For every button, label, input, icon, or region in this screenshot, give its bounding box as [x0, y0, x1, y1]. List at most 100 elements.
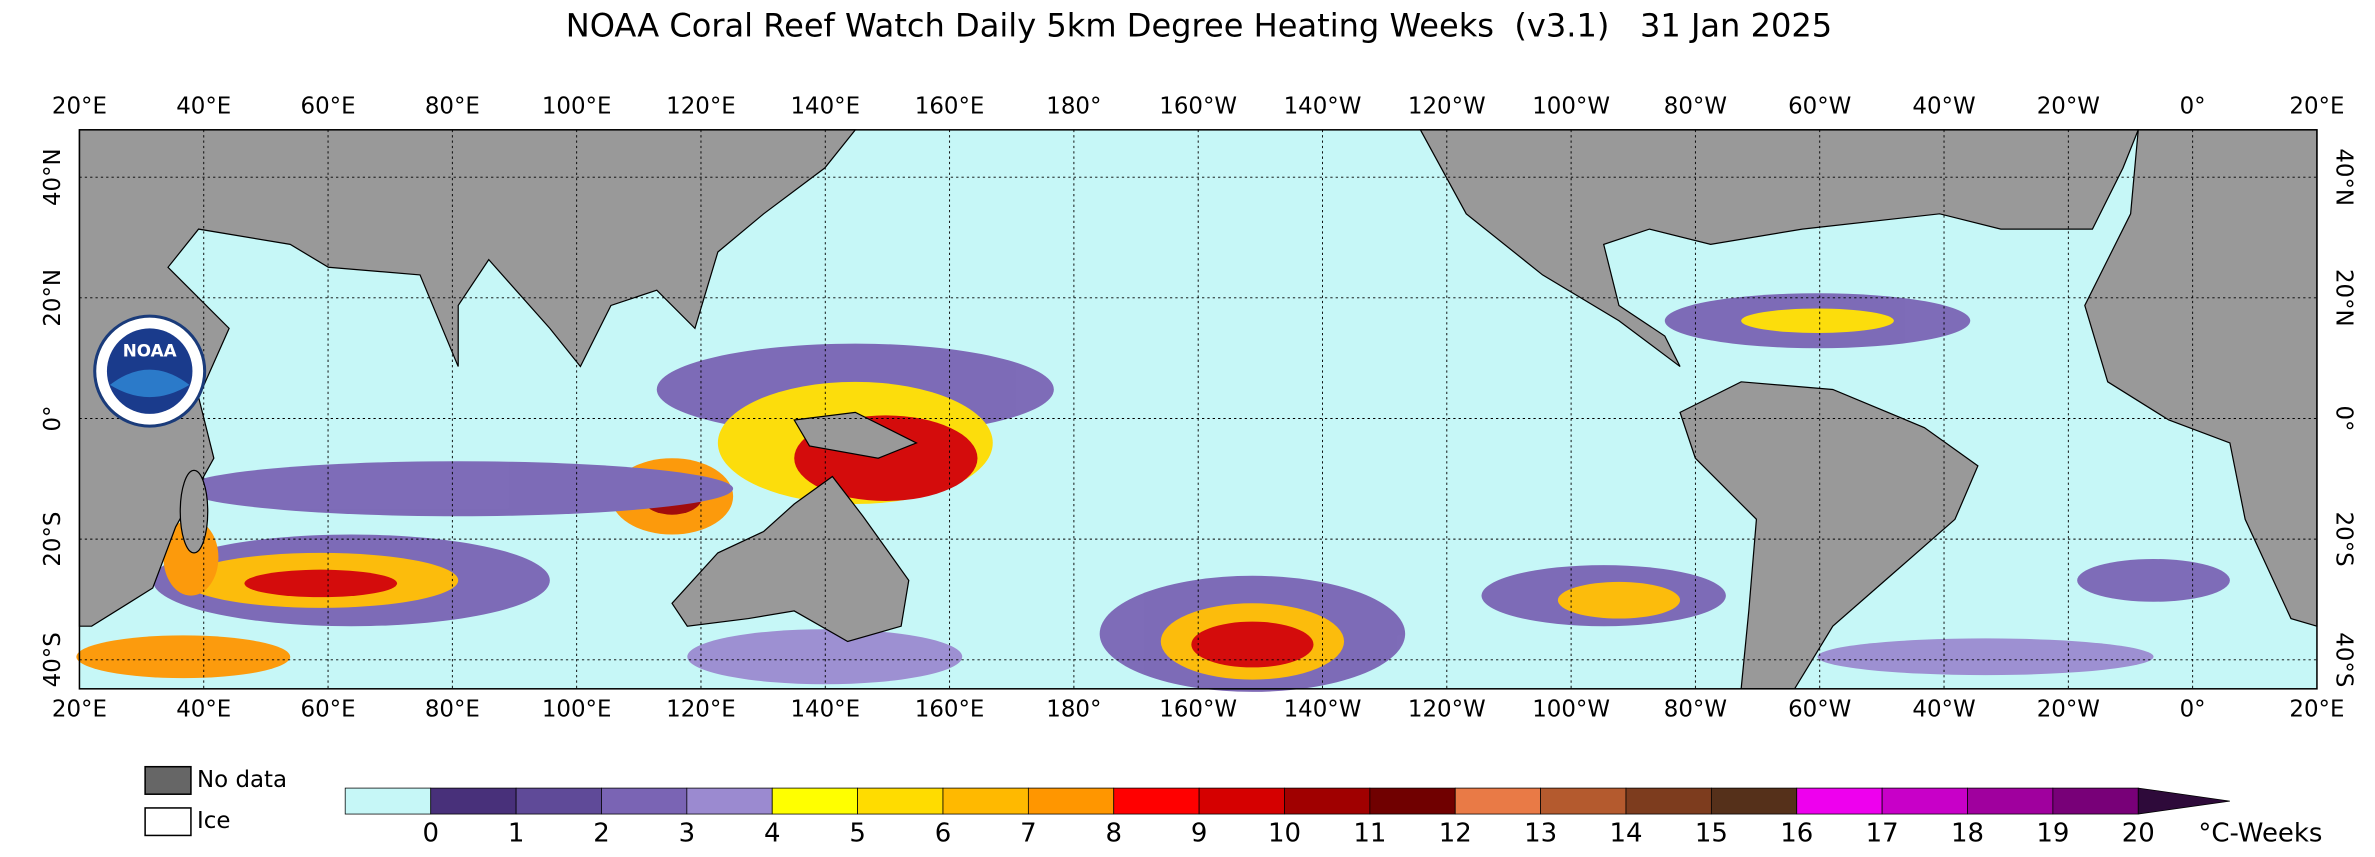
colorbar-tick-label: 8 — [1105, 818, 1122, 848]
latitude-label: 40°N — [2330, 148, 2356, 206]
longitude-label: 80°W — [1664, 697, 1727, 723]
colorbar-tick-label: 9 — [1191, 818, 1208, 848]
longitude-label: 160°E — [915, 93, 985, 119]
colorbar-tick-label: 15 — [1695, 818, 1728, 848]
longitude-label: 140°W — [1284, 93, 1362, 119]
legend-label: No data — [197, 767, 287, 793]
longitude-label: 80°E — [425, 93, 480, 119]
colorbar-swatch — [942, 787, 1029, 815]
colorbar-swatch — [1540, 787, 1627, 815]
colorbar-tick-label: 20 — [2122, 818, 2155, 848]
longitude-label: 40°W — [1912, 697, 1975, 723]
longitude-label: 0° — [2180, 697, 2206, 723]
colorbar-tick-label: 3 — [679, 818, 696, 848]
longitude-label: 80°W — [1664, 93, 1727, 119]
colorbar-tick-label: 0 — [422, 818, 439, 848]
colorbar-swatch — [686, 787, 773, 815]
longitude-label: 100°E — [542, 697, 612, 723]
colorbar-swatch — [1967, 787, 2054, 815]
longitude-label: 180° — [1046, 93, 1101, 119]
colorbar-swatch — [1796, 787, 1883, 815]
colorbar-tick-label: 16 — [1780, 818, 1813, 848]
longitude-label: 140°E — [790, 93, 860, 119]
longitude-label: 140°W — [1284, 697, 1362, 723]
longitude-label: 100°W — [1532, 93, 1610, 119]
latitude-label: 20°S — [2330, 512, 2356, 567]
longitude-label: 60°E — [301, 697, 356, 723]
longitude-label: 120°W — [1408, 697, 1486, 723]
colorbar-swatch — [1625, 787, 1712, 815]
colorbar-swatch — [1881, 787, 1968, 815]
colorbar-tick-label: 19 — [2036, 818, 2069, 848]
longitude-label: 20°W — [2037, 697, 2100, 723]
noaa-logo: NOAA — [93, 314, 207, 428]
longitude-label: 20°E — [52, 93, 107, 119]
latitude-label: 40°S — [2330, 632, 2356, 687]
longitude-label: 140°E — [790, 697, 860, 723]
longitude-label: 100°E — [542, 93, 612, 119]
longitude-label: 160°W — [1159, 93, 1237, 119]
colorbar-swatch — [1198, 787, 1285, 815]
colorbar-swatch — [857, 787, 944, 815]
colorbar-swatch — [430, 787, 517, 815]
colorbar-swatch — [1369, 787, 1456, 815]
graticule — [79, 129, 2317, 689]
colorbar-tick-label: 13 — [1524, 818, 1557, 848]
colorbar-tick-label: 11 — [1353, 818, 1386, 848]
no-data-swatch — [144, 765, 192, 795]
colorbar-tick-label: 14 — [1609, 818, 1642, 848]
colorbar-swatch — [515, 787, 602, 815]
colorbar-swatch — [771, 787, 858, 815]
longitude-label: 60°E — [301, 93, 356, 119]
colorbar-tick-label: 6 — [935, 818, 952, 848]
latitude-label: 40°N — [40, 148, 66, 206]
axis-labels: 20°E 20°E 40°E 40°E 60°E 60°E 80°E 80°E 100°E 100… — [40, 93, 2356, 722]
longitude-label: 40°E — [176, 697, 231, 723]
logo-label: NOAA — [123, 340, 177, 360]
colorbar-over — [2137, 787, 2230, 815]
colorbar-tick-label: 1 — [508, 818, 525, 848]
colorbar-below — [344, 787, 432, 815]
latitude-label: 40°S — [40, 632, 66, 687]
colorbar-tick-label: 7 — [1020, 818, 1037, 848]
colorbar-unit: °C-Weeks — [2198, 818, 2322, 848]
colorbar-swatch — [2052, 787, 2139, 815]
colorbar-swatch — [1113, 787, 1200, 815]
colorbar-tick-label: 17 — [1866, 818, 1899, 848]
longitude-label: 160°E — [915, 697, 985, 723]
longitude-label: 20°E — [2289, 697, 2344, 723]
colorbar-tick-label: 12 — [1439, 818, 1472, 848]
map: NOAA — [76, 129, 2318, 692]
longitude-label: 160°W — [1159, 697, 1237, 723]
latitude-label: 20°N — [40, 269, 66, 327]
colorbar-tick-label: 2 — [593, 818, 610, 848]
longitude-label: 20°E — [52, 697, 107, 723]
latitude-label: 20°N — [2330, 269, 2356, 327]
colorbar-tick-label: 10 — [1268, 818, 1301, 848]
longitude-label: 180° — [1046, 697, 1101, 723]
longitude-label: 100°W — [1532, 697, 1610, 723]
longitude-label: 20°E — [2289, 93, 2344, 119]
colorbar-swatch — [1284, 787, 1371, 815]
colorbar-swatch — [1027, 787, 1115, 815]
longitude-label: 0° — [2180, 93, 2206, 119]
longitude-label: 120°E — [666, 697, 736, 723]
longitude-label: 40°W — [1912, 93, 1975, 119]
land — [78, 129, 2318, 690]
longitude-label: 120°E — [666, 93, 736, 119]
latitude-label: 0° — [40, 405, 66, 431]
colorbar-swatch — [1710, 787, 1798, 815]
longitude-label: 40°E — [176, 93, 231, 119]
colorbar-tick-label: 4 — [764, 818, 781, 848]
legend-label: Ice — [197, 808, 230, 834]
map-frame — [78, 129, 2318, 690]
longitude-label: 60°W — [1788, 697, 1851, 723]
longitude-label: 80°E — [425, 697, 480, 723]
colorbar-tick-label: 18 — [1951, 818, 1984, 848]
colorbar-swatch — [1454, 787, 1541, 815]
ice-swatch — [144, 807, 192, 837]
colorbar-tick-label: 5 — [849, 818, 866, 848]
colorbar-swatch — [601, 787, 688, 815]
heat-areas — [76, 293, 2230, 692]
